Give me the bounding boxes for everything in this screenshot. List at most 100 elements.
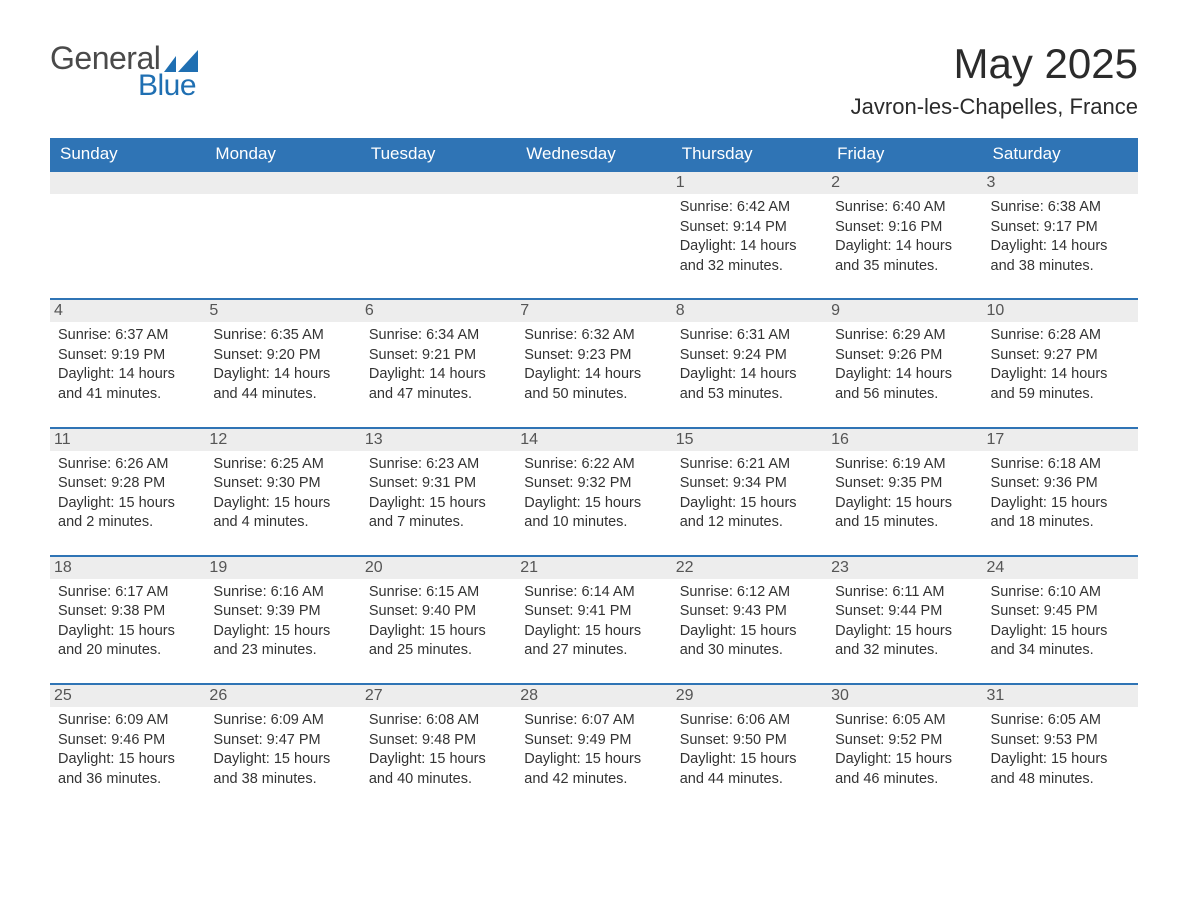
calendar-header-row: SundayMondayTuesdayWednesdayThursdayFrid… xyxy=(50,138,1138,171)
day-number-bar xyxy=(516,172,671,194)
sunset-line: Sunset: 9:26 PM xyxy=(835,346,974,366)
sunset-line: Sunset: 9:32 PM xyxy=(524,474,663,494)
day-info: Sunrise: 6:09 AMSunset: 9:46 PMDaylight:… xyxy=(58,711,197,789)
calendar-day-cell: 9Sunrise: 6:29 AMSunset: 9:26 PMDaylight… xyxy=(827,299,982,427)
daylight-line: Daylight: 15 hours and 10 minutes. xyxy=(524,494,663,533)
sunset-line: Sunset: 9:50 PM xyxy=(680,731,819,751)
daylight-line: Daylight: 14 hours and 53 minutes. xyxy=(680,365,819,404)
day-number-bar: 9 xyxy=(827,300,982,322)
weekday-header: Tuesday xyxy=(361,138,516,171)
daylight-line: Daylight: 15 hours and 42 minutes. xyxy=(524,750,663,789)
calendar-day-cell: 10Sunrise: 6:28 AMSunset: 9:27 PMDayligh… xyxy=(983,299,1138,427)
day-number-bar: 29 xyxy=(672,685,827,707)
day-number-bar: 24 xyxy=(983,557,1138,579)
calendar-day-cell: 1 Sunrise: 6:42 AMSunset: 9:14 PMDaylight… xyxy=(672,171,827,299)
sunset-line: Sunset: 9:19 PM xyxy=(58,346,197,366)
day-info: Sunrise: 6:17 AMSunset: 9:38 PMDaylight:… xyxy=(58,583,197,661)
day-info: Sunrise: 6:26 AMSunset: 9:28 PMDaylight:… xyxy=(58,455,197,533)
day-info: Sunrise: 6:18 AMSunset: 9:36 PMDaylight:… xyxy=(991,455,1130,533)
sunset-line: Sunset: 9:39 PM xyxy=(213,602,352,622)
calendar-day-cell: 12Sunrise: 6:25 AMSunset: 9:30 PMDayligh… xyxy=(205,428,360,556)
day-info: Sunrise: 6:35 AMSunset: 9:20 PMDaylight:… xyxy=(213,326,352,404)
calendar-day-cell: 2Sunrise: 6:40 AMSunset: 9:16 PMDaylight… xyxy=(827,171,982,299)
logo: General Blue xyxy=(50,40,198,103)
day-number-bar: 6 xyxy=(361,300,516,322)
calendar-day-cell xyxy=(50,171,205,299)
sunrise-line: Sunrise: 6:25 AM xyxy=(213,455,352,475)
calendar-table: SundayMondayTuesdayWednesdayThursdayFrid… xyxy=(50,138,1138,811)
day-info: Sunrise: 6:16 AMSunset: 9:39 PMDaylight:… xyxy=(213,583,352,661)
title-block: May 2025 Javron-les-Chapelles, France xyxy=(851,40,1138,120)
calendar-week-row: 18Sunrise: 6:17 AMSunset: 9:38 PMDayligh… xyxy=(50,556,1138,684)
day-number-bar: 31 xyxy=(983,685,1138,707)
day-info: Sunrise: 6:05 AMSunset: 9:52 PMDaylight:… xyxy=(835,711,974,789)
daylight-line: Daylight: 15 hours and 48 minutes. xyxy=(991,750,1130,789)
daylight-line: Daylight: 15 hours and 44 minutes. xyxy=(680,750,819,789)
calendar-day-cell xyxy=(205,171,360,299)
daylight-line: Daylight: 14 hours and 41 minutes. xyxy=(58,365,197,404)
calendar-day-cell: 11Sunrise: 6:26 AMSunset: 9:28 PMDayligh… xyxy=(50,428,205,556)
day-number-bar: 1 xyxy=(672,172,827,194)
sunrise-line: Sunrise: 6:11 AM xyxy=(835,583,974,603)
day-number-bar: 7 xyxy=(516,300,671,322)
sunset-line: Sunset: 9:21 PM xyxy=(369,346,508,366)
sunrise-line: Sunrise: 6:16 AM xyxy=(213,583,352,603)
sunrise-line: Sunrise: 6:05 AM xyxy=(835,711,974,731)
weekday-header: Saturday xyxy=(983,138,1138,171)
sunset-line: Sunset: 9:31 PM xyxy=(369,474,508,494)
weekday-header: Sunday xyxy=(50,138,205,171)
sunrise-line: Sunrise: 6:31 AM xyxy=(680,326,819,346)
sunset-line: Sunset: 9:45 PM xyxy=(991,602,1130,622)
sunrise-line: Sunrise: 6:34 AM xyxy=(369,326,508,346)
calendar-day-cell: 15Sunrise: 6:21 AMSunset: 9:34 PMDayligh… xyxy=(672,428,827,556)
daylight-line: Daylight: 14 hours and 59 minutes. xyxy=(991,365,1130,404)
day-number-bar: 25 xyxy=(50,685,205,707)
calendar-week-row: 1 Sunrise: 6:42 AMSunset: 9:14 PMDaylight… xyxy=(50,171,1138,299)
sunrise-line: Sunrise: 6:08 AM xyxy=(369,711,508,731)
daylight-line: Daylight: 14 hours and 35 minutes. xyxy=(835,237,974,276)
sunset-line: Sunset: 9:38 PM xyxy=(58,602,197,622)
sunrise-line: Sunrise: 6:18 AM xyxy=(991,455,1130,475)
day-number-bar xyxy=(50,172,205,194)
sunset-line: Sunset: 9:16 PM xyxy=(835,218,974,238)
calendar-day-cell: 25 Sunrise: 6:09 AMSunset: 9:46 PMDayligh… xyxy=(50,684,205,811)
sunrise-line: Sunrise: 6:09 AM xyxy=(213,711,352,731)
daylight-line: Daylight: 15 hours and 46 minutes. xyxy=(835,750,974,789)
calendar-day-cell xyxy=(361,171,516,299)
daylight-line: Daylight: 14 hours and 56 minutes. xyxy=(835,365,974,404)
sunset-line: Sunset: 9:24 PM xyxy=(680,346,819,366)
daylight-line: Daylight: 15 hours and 30 minutes. xyxy=(680,622,819,661)
sunrise-line: Sunrise: 6:17 AM xyxy=(58,583,197,603)
daylight-line: Daylight: 15 hours and 36 minutes. xyxy=(58,750,197,789)
day-info: Sunrise: 6:12 AMSunset: 9:43 PMDaylight:… xyxy=(680,583,819,661)
day-number-bar: 17 xyxy=(983,429,1138,451)
day-info: Sunrise: 6:22 AMSunset: 9:32 PMDaylight:… xyxy=(524,455,663,533)
sunrise-line: Sunrise: 6:21 AM xyxy=(680,455,819,475)
daylight-line: Daylight: 15 hours and 38 minutes. xyxy=(213,750,352,789)
calendar-day-cell: 26Sunrise: 6:09 AMSunset: 9:47 PMDayligh… xyxy=(205,684,360,811)
daylight-line: Daylight: 15 hours and 12 minutes. xyxy=(680,494,819,533)
sunset-line: Sunset: 9:23 PM xyxy=(524,346,663,366)
daylight-line: Daylight: 15 hours and 27 minutes. xyxy=(524,622,663,661)
sunrise-line: Sunrise: 6:22 AM xyxy=(524,455,663,475)
daylight-line: Daylight: 15 hours and 40 minutes. xyxy=(369,750,508,789)
calendar-day-cell: 27Sunrise: 6:08 AMSunset: 9:48 PMDayligh… xyxy=(361,684,516,811)
calendar-day-cell: 5Sunrise: 6:35 AMSunset: 9:20 PMDaylight… xyxy=(205,299,360,427)
day-info: Sunrise: 6:32 AMSunset: 9:23 PMDaylight:… xyxy=(524,326,663,404)
sunrise-line: Sunrise: 6:42 AM xyxy=(680,198,819,218)
calendar-body: 1 Sunrise: 6:42 AMSunset: 9:14 PMDaylight… xyxy=(50,171,1138,811)
day-number-bar: 15 xyxy=(672,429,827,451)
sunrise-line: Sunrise: 6:37 AM xyxy=(58,326,197,346)
daylight-line: Daylight: 15 hours and 23 minutes. xyxy=(213,622,352,661)
weekday-header: Monday xyxy=(205,138,360,171)
sunrise-line: Sunrise: 6:14 AM xyxy=(524,583,663,603)
sunrise-line: Sunrise: 6:35 AM xyxy=(213,326,352,346)
calendar-day-cell: 4Sunrise: 6:37 AMSunset: 9:19 PMDaylight… xyxy=(50,299,205,427)
calendar-week-row: 11Sunrise: 6:26 AMSunset: 9:28 PMDayligh… xyxy=(50,428,1138,556)
sunset-line: Sunset: 9:43 PM xyxy=(680,602,819,622)
daylight-line: Daylight: 15 hours and 15 minutes. xyxy=(835,494,974,533)
sunset-line: Sunset: 9:40 PM xyxy=(369,602,508,622)
day-info: Sunrise: 6:40 AMSunset: 9:16 PMDaylight:… xyxy=(835,198,974,276)
day-info: Sunrise: 6:42 AMSunset: 9:14 PMDaylight:… xyxy=(680,198,819,276)
day-info: Sunrise: 6:25 AMSunset: 9:30 PMDaylight:… xyxy=(213,455,352,533)
